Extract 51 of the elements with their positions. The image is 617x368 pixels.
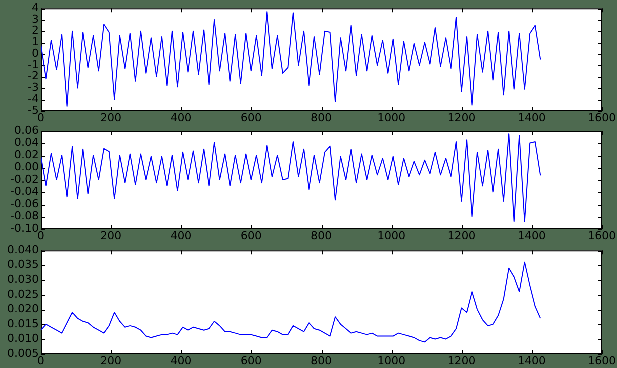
y-tick-label: -0.10 xyxy=(10,222,39,235)
y-tick-label: 0.015 xyxy=(8,317,39,330)
x-tick-label: 800 xyxy=(311,354,332,368)
y-tick-label: 0.00 xyxy=(14,160,39,174)
y-tick-label: -0.08 xyxy=(10,210,39,223)
y-tick-label: -0.02 xyxy=(10,172,39,186)
x-tick-label: 1600 xyxy=(588,111,616,124)
x-tick-label: 1200 xyxy=(448,354,476,368)
x-tick-label: 1400 xyxy=(518,354,546,368)
x-tick-label: 200 xyxy=(100,229,122,242)
x-tick-label: 1000 xyxy=(378,111,406,124)
x-tick-label: 1200 xyxy=(448,111,476,124)
x-tick-label: 200 xyxy=(100,354,122,368)
x-tick-label: 1600 xyxy=(588,229,616,242)
y-tick-label: -4 xyxy=(28,92,39,106)
x-tick-label: 1400 xyxy=(518,229,546,242)
y-tick-label: 0.040 xyxy=(8,243,39,256)
y-tick-label: -1 xyxy=(28,58,39,72)
y-tick-label: 0.020 xyxy=(8,302,39,316)
x-tick-label: 800 xyxy=(311,111,332,124)
x-tick-label: 1000 xyxy=(378,354,406,368)
y-tick-label: 0.010 xyxy=(8,332,39,346)
x-tick-label: 600 xyxy=(240,229,262,242)
y-tick-label: -5 xyxy=(28,104,39,117)
y-tick-label: 0.005 xyxy=(8,346,39,360)
y-tick-label: 0.035 xyxy=(8,258,39,272)
x-tick-label: 1200 xyxy=(448,229,476,242)
y-tick-label: -0.06 xyxy=(10,197,39,210)
y-tick-label: 0.025 xyxy=(8,288,39,301)
y-tick-label: 0 xyxy=(32,46,39,60)
x-tick-label: 200 xyxy=(100,111,122,124)
x-tick-label: 1000 xyxy=(378,229,406,242)
x-tick-label: 600 xyxy=(240,111,262,124)
x-tick-label: 400 xyxy=(170,354,192,368)
y-tick-label: 0.02 xyxy=(14,148,39,162)
x-tick-label: 600 xyxy=(240,354,262,368)
y-tick-label: -2 xyxy=(28,70,39,83)
x-tick-label: 400 xyxy=(170,229,192,242)
y-tick-label: -0.04 xyxy=(10,185,39,198)
y-tick-label: 3 xyxy=(32,12,39,26)
x-tick-label: 1400 xyxy=(518,111,546,124)
y-tick-label: 4 xyxy=(32,1,39,14)
y-tick-label: 0.030 xyxy=(8,273,39,286)
y-tick-label: 0.06 xyxy=(14,124,39,137)
y-tick-label: -3 xyxy=(28,81,39,94)
x-tick-label: 400 xyxy=(170,111,192,124)
y-tick-label: 2 xyxy=(32,24,39,38)
x-tick-label: 800 xyxy=(311,229,332,242)
y-tick-label: 0.04 xyxy=(14,136,39,150)
y-tick-label: 1 xyxy=(32,36,39,49)
x-tick-label: 1600 xyxy=(588,354,616,368)
